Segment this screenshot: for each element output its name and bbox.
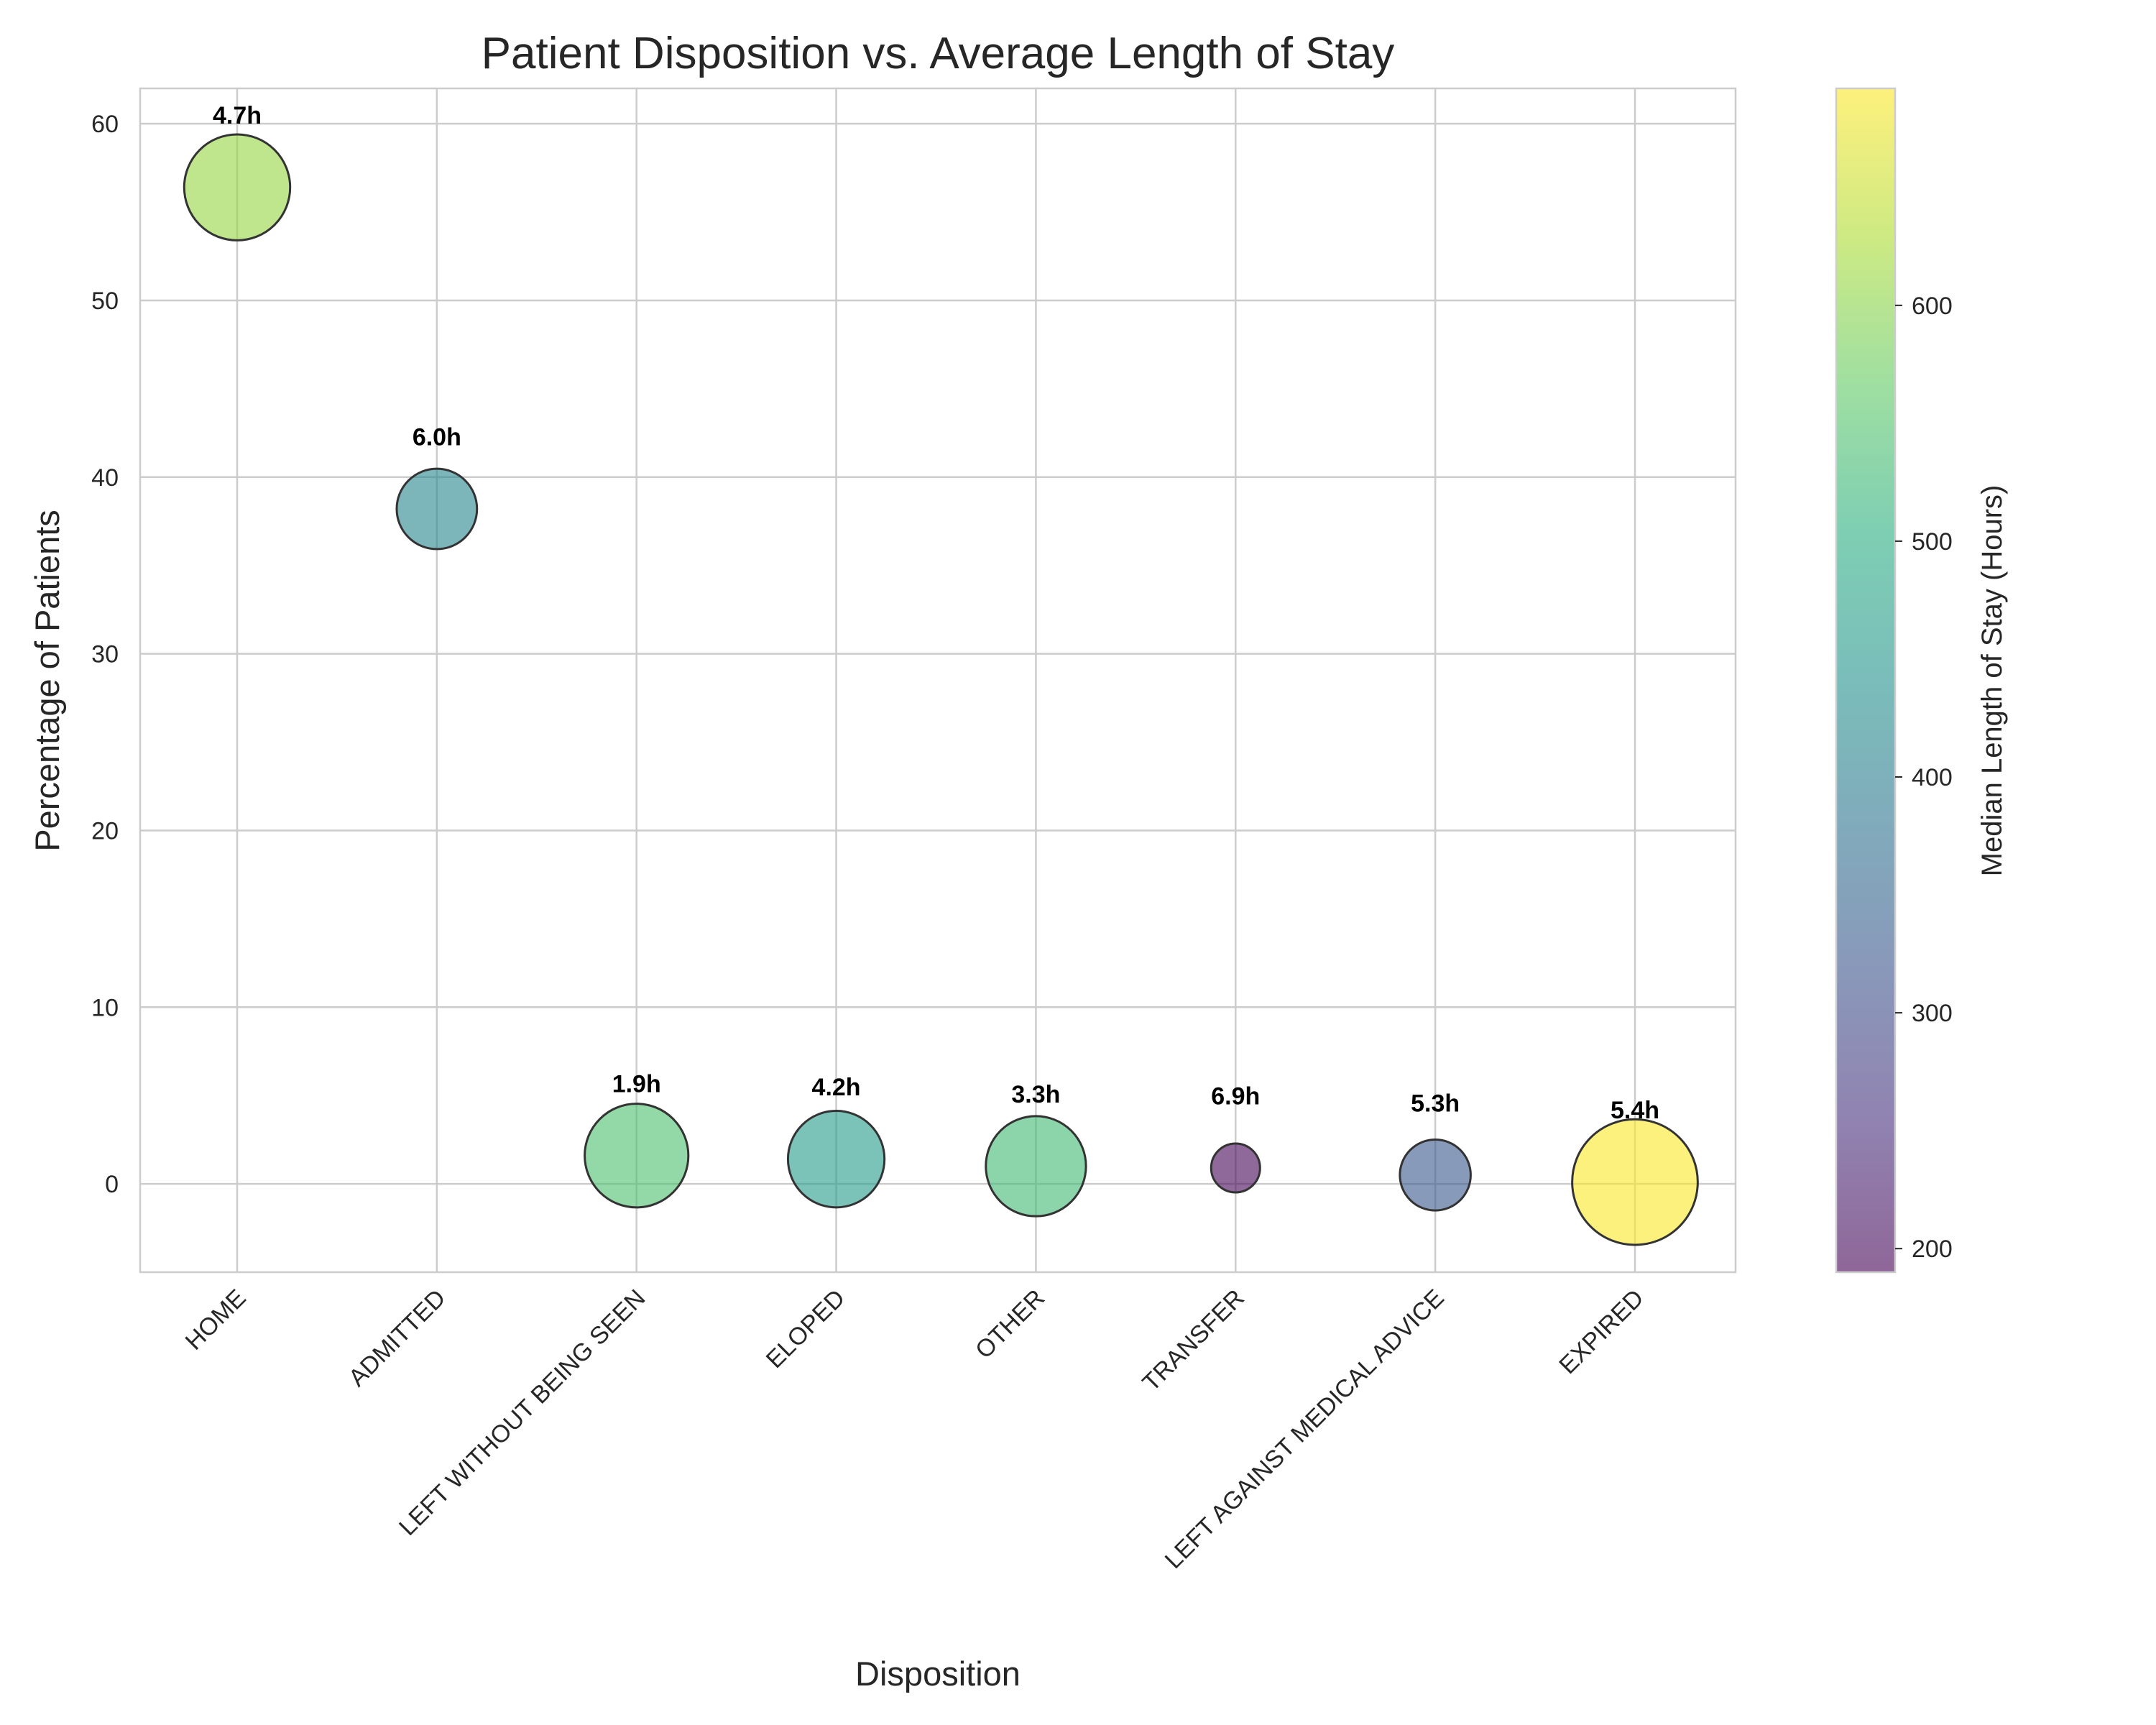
- y-tick-labels: 0 10 20 30 40 50 60: [91, 111, 119, 1198]
- data-point: [1571, 1118, 1699, 1246]
- colorbar-frame: [1835, 87, 1897, 1274]
- x-tick-label: HOME: [180, 1284, 252, 1356]
- colorbar-tick-label: 500: [1912, 528, 1953, 556]
- plot-frame: [139, 87, 1737, 1274]
- colorbar-tick-label: 600: [1912, 293, 1953, 320]
- colorbar-label: Median Length of Stay (Hours): [1976, 485, 2008, 877]
- colorbar: 200 300 400 500 600: [1835, 87, 1953, 1274]
- x-tick-label: ADMITTED: [344, 1284, 451, 1392]
- data-label: 4.7h: [213, 102, 262, 129]
- data-label: 4.2h: [812, 1074, 861, 1101]
- data-label: 6.0h: [413, 424, 461, 451]
- bubble-series: [183, 133, 1699, 1246]
- data-label: 1.9h: [612, 1070, 661, 1098]
- data-point: [1210, 1142, 1261, 1194]
- data-label: 6.9h: [1211, 1082, 1260, 1110]
- data-labels: 4.7h 6.0h 1.9h 4.2h 3.3h 6.9h 5.3h 5.4h: [213, 102, 1659, 1124]
- x-tick-label: EXPIRED: [1554, 1284, 1649, 1379]
- colorbar-gradient: [1836, 88, 1895, 1272]
- colorbar-ticks: 200 300 400 500 600: [1895, 293, 1953, 1263]
- x-axis-label: Disposition: [855, 1655, 1021, 1693]
- data-label: 5.4h: [1611, 1097, 1659, 1124]
- y-tick-label: 10: [91, 994, 119, 1021]
- x-tick-label: LEFT WITHOUT BEING SEEN: [394, 1284, 650, 1541]
- y-tick-label: 20: [91, 817, 119, 845]
- data-point: [786, 1110, 886, 1209]
- data-point: [1399, 1138, 1472, 1212]
- y-tick-label: 30: [91, 641, 119, 668]
- y-tick-label: 0: [105, 1171, 119, 1198]
- chart-title: Patient Disposition vs. Average Length o…: [482, 29, 1395, 78]
- y-gridlines: [140, 122, 1736, 1185]
- x-tick-label: TRANSFER: [1138, 1284, 1250, 1397]
- x-gridlines: [236, 88, 1636, 1272]
- data-label: 3.3h: [1011, 1081, 1060, 1108]
- colorbar-tick-label: 400: [1912, 764, 1953, 791]
- x-tick-label: ELOPED: [761, 1284, 850, 1374]
- data-point: [183, 133, 292, 242]
- colorbar-tick-label: 300: [1912, 1000, 1953, 1027]
- colorbar-tick-label: 200: [1912, 1236, 1953, 1263]
- y-tick-label: 50: [91, 288, 119, 315]
- x-tick-label: OTHER: [970, 1284, 1050, 1364]
- y-tick-label: 40: [91, 464, 119, 492]
- data-point: [985, 1115, 1087, 1218]
- data-point: [395, 467, 479, 551]
- data-label: 5.3h: [1411, 1090, 1460, 1117]
- y-tick-label: 60: [91, 111, 119, 138]
- data-point: [584, 1103, 690, 1209]
- y-axis-label: Percentage of Patients: [28, 510, 66, 852]
